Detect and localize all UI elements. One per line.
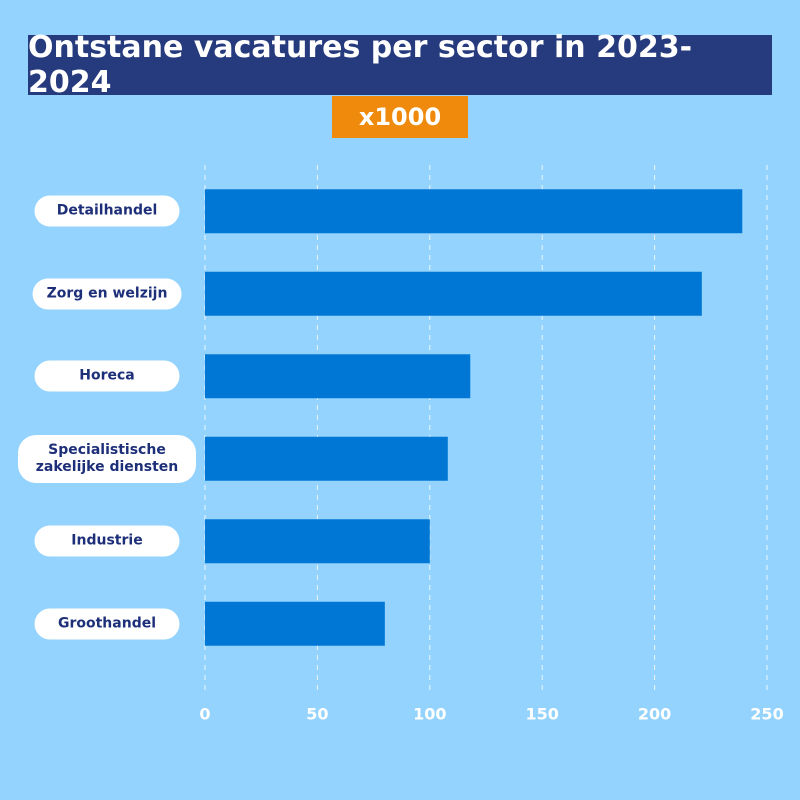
x-tick-label: 0 [199, 705, 210, 724]
category-label: Specialistische zakelijke diensten [18, 434, 196, 483]
bar [205, 189, 743, 234]
category-label: Groothandel [34, 608, 180, 640]
x-tick-label: 100 [413, 705, 446, 724]
bar [205, 354, 471, 399]
chart-title: Ontstane vacatures per sector in 2023-20… [28, 30, 772, 100]
bar [205, 436, 448, 481]
bar [205, 271, 702, 316]
chart-subtitle: x1000 [332, 96, 468, 138]
x-tick-label: 50 [306, 705, 328, 724]
x-tick-label: 250 [750, 705, 783, 724]
category-label: Horeca [34, 360, 180, 392]
category-label: Industrie [34, 525, 180, 557]
x-tick-label: 200 [638, 705, 671, 724]
x-tick-label: 150 [525, 705, 558, 724]
bar [205, 601, 385, 646]
category-label: Zorg en welzijn [32, 278, 182, 310]
category-label: Detailhandel [34, 195, 180, 227]
bar [205, 519, 430, 564]
